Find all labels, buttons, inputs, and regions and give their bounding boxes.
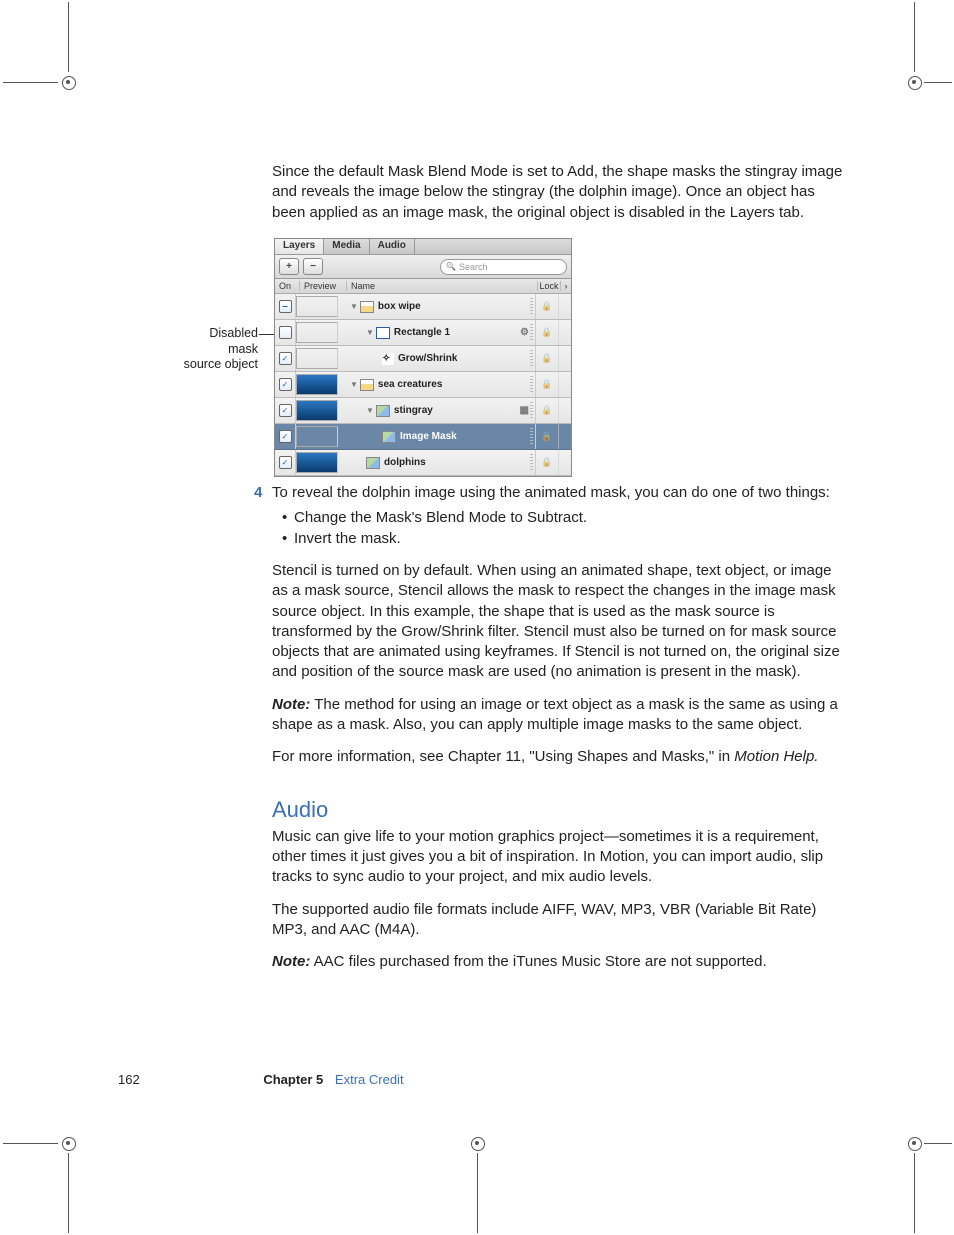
step-number: 4 bbox=[254, 483, 262, 503]
bullet-item: Invert the mask. bbox=[272, 528, 844, 549]
layer-preview-thumbnail bbox=[296, 400, 338, 421]
layer-name[interactable]: ▼Rectangle 1⚙ bbox=[338, 320, 536, 345]
row-spacer bbox=[559, 346, 571, 371]
step-text: To reveal the dolphin image using the an… bbox=[272, 484, 830, 501]
lock-icon[interactable]: 🔒 bbox=[536, 320, 559, 345]
layer-row[interactable]: ✓ ▼sea creatures🔒 bbox=[275, 372, 571, 398]
lock-icon[interactable]: 🔒 bbox=[536, 294, 559, 319]
row-spacer bbox=[559, 372, 571, 397]
page-footer: 162 Chapter 5 Extra Credit bbox=[118, 1072, 404, 1087]
row-spacer bbox=[559, 398, 571, 423]
layer-row[interactable]: – ▼box wipe🔒 bbox=[275, 294, 571, 320]
bullet-list: Change the Mask's Blend Mode to Subtract… bbox=[272, 507, 844, 549]
row-spacer bbox=[559, 450, 571, 475]
layer-row[interactable]: ✓ Image Mask🔒 bbox=[275, 424, 571, 450]
tab-audio[interactable]: Audio bbox=[370, 239, 415, 254]
layers-panel: Layers Media Audio + − Search On Preview… bbox=[274, 238, 572, 477]
layer-visibility-checkbox[interactable]: ✓ bbox=[275, 398, 296, 423]
crop-mark-icon bbox=[904, 72, 924, 92]
layer-preview-thumbnail bbox=[296, 374, 338, 395]
layer-name[interactable]: ✧Grow/Shrink bbox=[338, 346, 536, 371]
layer-row[interactable]: ✓ ▼Rectangle 1⚙🔒 bbox=[275, 320, 571, 346]
layer-preview-thumbnail bbox=[296, 426, 338, 447]
layer-rows: –▼box wipe🔒✓▼Rectangle 1⚙🔒✓✧Grow/Shrink🔒… bbox=[275, 294, 571, 476]
lock-icon[interactable]: 🔒 bbox=[536, 398, 559, 423]
col-lock: Lock bbox=[538, 281, 561, 291]
layer-name[interactable]: ▼box wipe bbox=[338, 294, 536, 319]
tab-media[interactable]: Media bbox=[324, 239, 369, 254]
layer-visibility-checkbox[interactable]: ✓ bbox=[275, 450, 296, 475]
note-1: Note: The method for using an image or t… bbox=[272, 695, 844, 736]
col-arrow: › bbox=[561, 281, 571, 291]
audio-paragraph-2: The supported audio file formats include… bbox=[272, 900, 844, 941]
audio-paragraph-1: Music can give life to your motion graph… bbox=[272, 827, 844, 888]
layer-preview-thumbnail bbox=[296, 322, 338, 343]
annotation-label: Disabled mask source object bbox=[178, 326, 258, 373]
layer-row[interactable]: ✓ ▼stingray▦🔒 bbox=[275, 398, 571, 424]
layer-row[interactable]: ✓ dolphins🔒 bbox=[275, 450, 571, 476]
layer-preview-thumbnail bbox=[296, 452, 338, 473]
layer-name[interactable]: ▼sea creatures bbox=[338, 372, 536, 397]
add-layer-button[interactable]: + bbox=[279, 258, 299, 275]
layer-name[interactable]: Image Mask bbox=[338, 424, 536, 449]
more-info: For more information, see Chapter 11, "U… bbox=[272, 747, 844, 767]
layer-visibility-checkbox[interactable]: ✓ bbox=[275, 372, 296, 397]
layer-visibility-checkbox[interactable]: ✓ bbox=[275, 320, 296, 345]
intro-paragraph: Since the default Mask Blend Mode is set… bbox=[272, 162, 844, 223]
row-spacer bbox=[559, 320, 571, 345]
crop-mark-icon bbox=[904, 1133, 924, 1153]
lock-icon[interactable]: 🔒 bbox=[536, 372, 559, 397]
crop-mark-icon bbox=[467, 1133, 487, 1153]
page-number: 162 bbox=[118, 1072, 140, 1087]
chapter-name: Extra Credit bbox=[335, 1072, 404, 1087]
lock-icon[interactable]: 🔒 bbox=[536, 424, 559, 449]
step-4: 4 To reveal the dolphin image using the … bbox=[272, 483, 844, 503]
panel-tab-bar: Layers Media Audio bbox=[275, 239, 571, 255]
lock-icon[interactable]: 🔒 bbox=[536, 450, 559, 475]
layer-name[interactable]: dolphins bbox=[338, 450, 536, 475]
layer-name[interactable]: ▼stingray▦ bbox=[338, 398, 536, 423]
audio-heading: Audio bbox=[272, 795, 844, 825]
annotation-leader-line bbox=[259, 334, 275, 335]
layer-visibility-checkbox[interactable]: ✓ bbox=[275, 346, 296, 371]
crop-mark-icon bbox=[58, 1133, 78, 1153]
col-preview: Preview bbox=[300, 281, 347, 291]
layer-visibility-checkbox[interactable]: ✓ bbox=[275, 424, 296, 449]
bullet-item: Change the Mask's Blend Mode to Subtract… bbox=[272, 507, 844, 528]
col-name: Name bbox=[347, 281, 538, 291]
remove-layer-button[interactable]: − bbox=[303, 258, 323, 275]
row-spacer bbox=[559, 294, 571, 319]
lock-icon[interactable]: 🔒 bbox=[536, 346, 559, 371]
crop-mark-icon bbox=[58, 72, 78, 92]
col-on: On bbox=[275, 281, 300, 291]
chapter-label: Chapter 5 bbox=[263, 1072, 323, 1087]
row-spacer bbox=[559, 424, 571, 449]
panel-column-header: On Preview Name Lock › bbox=[275, 279, 571, 294]
panel-toolbar: + − Search bbox=[275, 255, 571, 279]
layer-preview-thumbnail bbox=[296, 348, 338, 369]
note-2: Note: AAC files purchased from the iTune… bbox=[272, 952, 844, 972]
stencil-paragraph: Stencil is turned on by default. When us… bbox=[272, 561, 844, 683]
search-input[interactable]: Search bbox=[440, 259, 567, 275]
layer-row[interactable]: ✓ ✧Grow/Shrink🔒 bbox=[275, 346, 571, 372]
layer-visibility-checkbox[interactable]: – bbox=[275, 294, 296, 319]
tab-layers[interactable]: Layers bbox=[275, 239, 324, 254]
layer-preview-thumbnail bbox=[296, 296, 338, 317]
